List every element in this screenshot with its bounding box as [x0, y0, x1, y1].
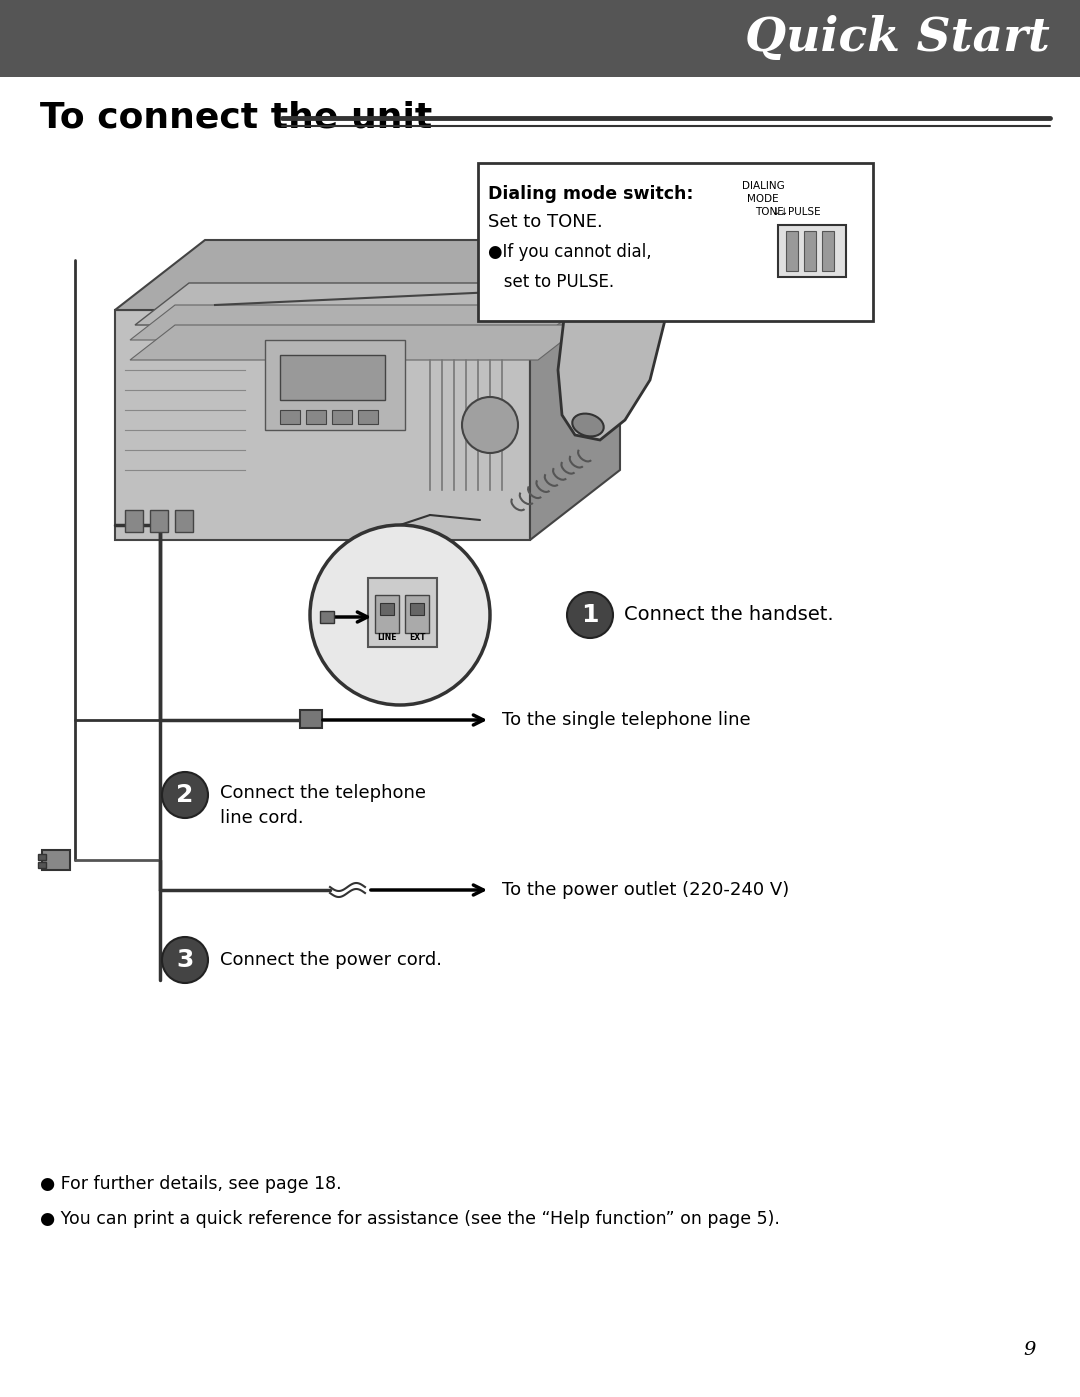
Circle shape: [162, 937, 208, 983]
Bar: [265, 339, 405, 430]
Circle shape: [462, 397, 518, 453]
Bar: [357, 409, 378, 425]
FancyBboxPatch shape: [368, 578, 437, 647]
Text: 2: 2: [176, 782, 193, 807]
Bar: [300, 710, 322, 728]
Text: 3: 3: [176, 949, 193, 972]
Circle shape: [310, 525, 490, 705]
Text: ●If you cannot dial,: ●If you cannot dial,: [488, 243, 651, 261]
Text: Connect the handset.: Connect the handset.: [624, 605, 834, 624]
Bar: [380, 604, 394, 615]
Text: Set to TONE.: Set to TONE.: [488, 212, 603, 231]
Ellipse shape: [572, 414, 604, 436]
Text: set to PULSE.: set to PULSE.: [488, 272, 615, 291]
Text: Dialing mode switch:: Dialing mode switch:: [488, 184, 693, 203]
Text: 9: 9: [1024, 1341, 1036, 1359]
Text: ↓↓: ↓↓: [772, 207, 788, 217]
Text: LINE: LINE: [377, 633, 396, 641]
Text: MODE: MODE: [747, 194, 779, 204]
Circle shape: [162, 773, 208, 819]
Bar: [38, 862, 46, 868]
Bar: [175, 510, 193, 532]
Bar: [804, 231, 816, 271]
Polygon shape: [130, 305, 583, 339]
Bar: [280, 355, 384, 400]
Bar: [822, 231, 834, 271]
Text: Connect the power cord.: Connect the power cord.: [220, 951, 442, 970]
Text: To the single telephone line: To the single telephone line: [502, 711, 751, 729]
Text: DIALING: DIALING: [742, 182, 784, 191]
Bar: [150, 510, 168, 532]
Bar: [375, 595, 399, 633]
Bar: [42, 849, 70, 870]
Bar: [320, 610, 334, 623]
Bar: [125, 510, 143, 532]
Ellipse shape: [613, 256, 651, 285]
Polygon shape: [114, 240, 620, 310]
Circle shape: [567, 592, 613, 638]
Polygon shape: [530, 240, 620, 541]
Polygon shape: [558, 250, 665, 440]
Text: To connect the unit: To connect the unit: [40, 101, 432, 136]
Bar: [478, 163, 873, 321]
Polygon shape: [130, 326, 583, 360]
Text: Connect the telephone: Connect the telephone: [220, 784, 426, 802]
Bar: [280, 409, 300, 425]
Bar: [778, 225, 846, 277]
Text: ● You can print a quick reference for assistance (see the “Help function” on pag: ● You can print a quick reference for as…: [40, 1210, 780, 1228]
Bar: [786, 231, 798, 271]
Bar: [405, 595, 429, 633]
Bar: [0, 0, 1080, 77]
Text: TONE: TONE: [755, 207, 784, 217]
Text: ● For further details, see page 18.: ● For further details, see page 18.: [40, 1175, 341, 1193]
Text: EXT: EXT: [408, 633, 426, 641]
Text: To the power outlet (220-240 V): To the power outlet (220-240 V): [502, 882, 789, 900]
Bar: [410, 604, 424, 615]
Text: Quick Start: Quick Start: [745, 15, 1050, 61]
Bar: [306, 409, 326, 425]
Text: PULSE: PULSE: [788, 207, 821, 217]
Polygon shape: [135, 284, 604, 326]
Bar: [38, 854, 46, 861]
Text: 1: 1: [581, 604, 598, 627]
Polygon shape: [114, 310, 530, 541]
Text: line cord.: line cord.: [220, 809, 303, 827]
Bar: [332, 409, 352, 425]
